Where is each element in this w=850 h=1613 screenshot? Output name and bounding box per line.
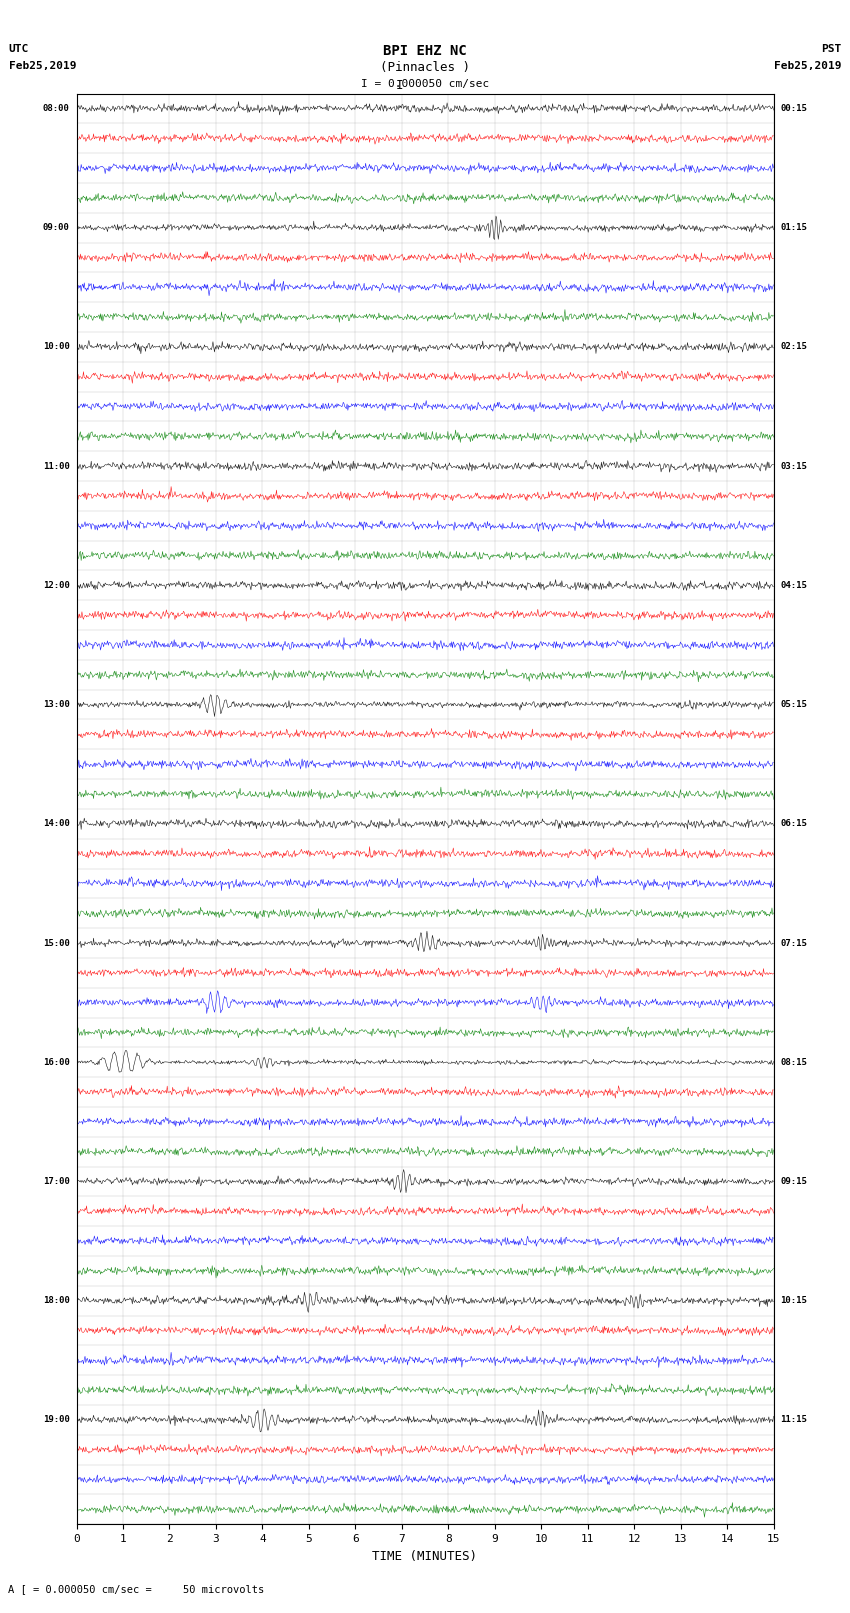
- Text: 10:15: 10:15: [780, 1297, 808, 1305]
- Text: 09:15: 09:15: [780, 1177, 808, 1186]
- Text: 12:00: 12:00: [42, 581, 70, 590]
- Text: 06:15: 06:15: [780, 819, 808, 829]
- Text: Feb25,2019: Feb25,2019: [8, 61, 76, 71]
- Text: PST: PST: [821, 44, 842, 53]
- Text: 09:00: 09:00: [42, 223, 70, 232]
- Text: 08:00: 08:00: [42, 103, 70, 113]
- Text: 10:00: 10:00: [42, 342, 70, 352]
- Text: 01:15: 01:15: [780, 223, 808, 232]
- Text: BPI EHZ NC: BPI EHZ NC: [383, 44, 467, 58]
- Text: 18:00: 18:00: [42, 1297, 70, 1305]
- Text: 07:15: 07:15: [780, 939, 808, 947]
- Text: 14:00: 14:00: [42, 819, 70, 829]
- Text: UTC: UTC: [8, 44, 29, 53]
- Text: I: I: [396, 79, 403, 92]
- Text: 19:00: 19:00: [42, 1416, 70, 1424]
- Text: 17:00: 17:00: [42, 1177, 70, 1186]
- Text: Feb25,2019: Feb25,2019: [774, 61, 842, 71]
- Text: 05:15: 05:15: [780, 700, 808, 710]
- Text: 03:15: 03:15: [780, 461, 808, 471]
- Text: 04:15: 04:15: [780, 581, 808, 590]
- Text: (Pinnacles ): (Pinnacles ): [380, 61, 470, 74]
- Text: 11:15: 11:15: [780, 1416, 808, 1424]
- Text: 16:00: 16:00: [42, 1058, 70, 1066]
- Text: I = 0.000050 cm/sec: I = 0.000050 cm/sec: [361, 79, 489, 89]
- Text: 15:00: 15:00: [42, 939, 70, 947]
- Text: 02:15: 02:15: [780, 342, 808, 352]
- Text: A [ = 0.000050 cm/sec =     50 microvolts: A [ = 0.000050 cm/sec = 50 microvolts: [8, 1584, 264, 1594]
- Text: 00:15: 00:15: [780, 103, 808, 113]
- Text: 13:00: 13:00: [42, 700, 70, 710]
- Text: 08:15: 08:15: [780, 1058, 808, 1066]
- Text: 11:00: 11:00: [42, 461, 70, 471]
- X-axis label: TIME (MINUTES): TIME (MINUTES): [372, 1550, 478, 1563]
